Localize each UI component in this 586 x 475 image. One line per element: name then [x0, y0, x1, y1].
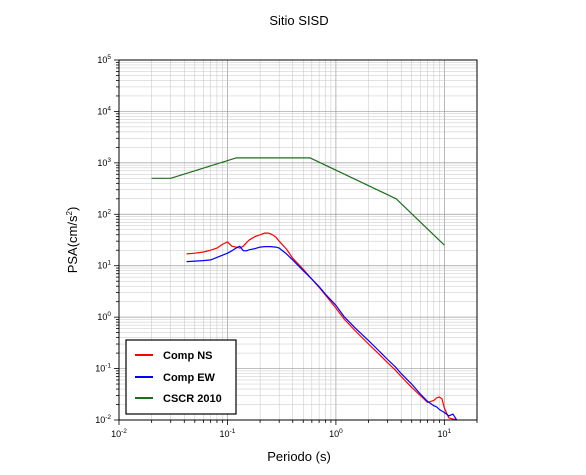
legend: Comp NS Comp EW CSCR 2010 — [125, 339, 237, 415]
y-tick-label: 102 — [97, 208, 111, 219]
y-tick-label-exp: 2 — [107, 208, 111, 215]
y-tick-label-base: 10 — [97, 55, 107, 65]
legend-label-cscr: CSCR 2010 — [163, 393, 222, 405]
y-tick-label: 103 — [97, 157, 111, 168]
x-tick-label: 10-1 — [220, 428, 236, 439]
series-layer — [151, 157, 458, 421]
x-tick-label-base: 10 — [438, 429, 448, 439]
x-tick-label: 101 — [438, 428, 452, 439]
y-tick-label-exp: 3 — [107, 157, 111, 164]
y-tick-label-exp: 0 — [107, 311, 111, 318]
y-tick-label-base: 10 — [95, 415, 105, 425]
y-tick-label: 10-1 — [95, 363, 111, 374]
y-tick-label-base: 10 — [97, 158, 107, 168]
y-axis-label: PSA(cm/s2) — [65, 207, 80, 274]
series-line-1 — [186, 245, 458, 421]
y-tick-label-base: 10 — [97, 209, 107, 219]
chart-title: Sitio SISD — [269, 13, 328, 28]
y-tick-label-exp: 5 — [107, 54, 111, 61]
y-tick-label-base: 10 — [97, 261, 107, 271]
x-tick-label: 100 — [329, 428, 343, 439]
legend-label-ns: Comp NS — [163, 350, 213, 362]
plot-frame — [118, 59, 478, 421]
y-tick-label-exp: 4 — [107, 105, 111, 112]
y-tick-label: 105 — [97, 54, 111, 65]
x-tick-label: 10-2 — [111, 428, 127, 439]
y-tick-label-base: 10 — [95, 364, 105, 374]
x-tick-label-exp: -1 — [230, 428, 236, 435]
x-tick-label-base: 10 — [111, 429, 121, 439]
y-tick-label-exp: 1 — [107, 260, 111, 267]
x-axis-label: Periodo (s) — [267, 449, 331, 464]
series-line-2 — [151, 157, 445, 246]
x-tick-label-exp: 0 — [339, 428, 343, 435]
y-tick-label: 104 — [97, 105, 111, 116]
y-tick-label-base: 10 — [97, 312, 107, 322]
y-tick-label: 101 — [97, 260, 111, 271]
y-tick-label-exp: -2 — [105, 414, 111, 421]
legend-label-ew: Comp EW — [163, 372, 216, 384]
x-tick-label-exp: 1 — [448, 428, 452, 435]
series-line-0 — [186, 232, 457, 421]
x-axis-ticks: 10-2 10-1 100 101 — [111, 420, 478, 439]
y-tick-label-exp: -1 — [105, 363, 111, 370]
grid — [118, 59, 478, 421]
x-tick-label-exp: -2 — [121, 428, 127, 435]
y-tick-label-base: 10 — [97, 106, 107, 116]
y-tick-label: 10-2 — [95, 414, 111, 425]
y-tick-label: 100 — [97, 311, 111, 322]
y-axis-label-close: ) — [65, 207, 80, 211]
y-axis-label-base: PSA(cm/s — [65, 215, 80, 273]
y-axis-label-exp: 2 — [65, 211, 74, 216]
x-tick-label-base: 10 — [329, 429, 339, 439]
x-tick-label-base: 10 — [220, 429, 230, 439]
